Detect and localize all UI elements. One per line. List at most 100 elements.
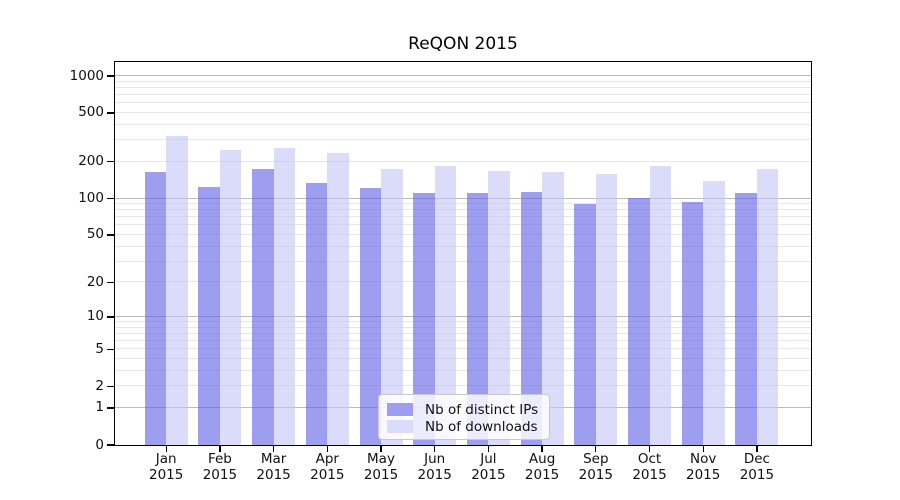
y-tick-mark-1	[107, 407, 114, 409]
gridline-4	[115, 358, 811, 360]
x-tick-mark-jan	[165, 446, 167, 452]
x-tick-mark-apr	[326, 446, 328, 452]
x-tick-mark-may	[380, 446, 382, 452]
x-tick-year: 2015	[256, 466, 291, 483]
x-tick-label-aug: Aug 2015	[507, 451, 577, 483]
bar-downloads-nov	[703, 180, 725, 445]
y-tick-mark-2	[107, 385, 114, 387]
x-tick-label-mar: Mar 2015	[239, 451, 309, 483]
x-tick-year: 2015	[578, 466, 613, 483]
x-tick-month: Nov	[690, 451, 717, 467]
bar-downloads-jun	[434, 166, 457, 445]
gridline-300	[115, 139, 811, 141]
legend-swatch-distinct-ips	[387, 403, 413, 416]
bar-distinct-ips-dec	[735, 193, 757, 445]
y-tick-label-10: 10	[86, 308, 104, 325]
x-tick-label-jul: Jul 2015	[453, 451, 523, 483]
legend: Nb of distinct IPs Nb of downloads	[378, 394, 550, 440]
y-tick-label-20: 20	[86, 273, 104, 290]
bar-distinct-ips-jan	[144, 171, 167, 445]
bar-downloads-dec	[756, 168, 779, 445]
gridline-60	[115, 224, 811, 226]
x-tick-year: 2015	[417, 466, 452, 483]
gridline-3	[115, 369, 811, 371]
bar-distinct-ips-sep	[574, 203, 596, 445]
bar-downloads-may	[381, 168, 403, 445]
x-tick-year: 2015	[632, 466, 667, 483]
x-tick-month: Jan	[155, 451, 177, 467]
x-tick-mark-jul	[487, 446, 490, 452]
gridline-30	[115, 260, 811, 262]
x-tick-label-sep: Sep 2015	[561, 451, 631, 483]
gridline-40	[115, 245, 811, 247]
y-tick-mark-500	[107, 112, 114, 114]
x-tick-label-jan: Jan 2015	[131, 451, 201, 483]
gridline-7	[115, 332, 811, 334]
bar-distinct-ips-feb	[198, 186, 220, 445]
y-tick-label-50: 50	[86, 226, 104, 243]
x-tick-month: Aug	[528, 451, 556, 467]
x-tick-month: Dec	[743, 451, 770, 467]
legend-row-downloads: Nb of downloads	[387, 418, 539, 435]
y-tick-mark-50	[107, 234, 114, 236]
gridline-800	[115, 86, 811, 88]
gridline-50	[115, 234, 811, 235]
y-tick-label-1000: 1000	[69, 67, 104, 84]
gridline-5	[115, 348, 811, 350]
x-tick-label-dec: Dec 2015	[722, 451, 792, 483]
y-tick-mark-5	[107, 348, 114, 350]
bar-downloads-sep	[595, 173, 618, 445]
y-tick-label-100: 100	[78, 190, 104, 206]
y-tick-label-5: 5	[95, 340, 104, 357]
gridline-900	[115, 80, 811, 82]
y-tick-label-2: 2	[95, 377, 104, 394]
legend-label-downloads: Nb of downloads	[425, 418, 538, 435]
gridline-20	[115, 281, 811, 283]
y-tick-mark-200	[107, 161, 114, 163]
bar-distinct-ips-oct	[628, 197, 650, 445]
x-tick-year: 2015	[363, 466, 399, 483]
gridline-700	[115, 94, 811, 96]
gridline-6	[115, 340, 811, 342]
x-tick-year: 2015	[149, 466, 184, 483]
x-tick-label-apr: Apr 2015	[292, 451, 362, 483]
gridline-9	[115, 321, 811, 323]
x-tick-mark-nov	[702, 446, 704, 452]
y-tick-mark-100	[107, 197, 114, 200]
bar-downloads-jul	[488, 170, 510, 445]
bar-distinct-ips-apr	[305, 182, 328, 445]
legend-row-distinct-ips: Nb of distinct IPs	[387, 402, 539, 418]
gridline-80	[115, 209, 811, 211]
gridline-500	[115, 111, 811, 113]
x-tick-month: Jul	[480, 451, 497, 467]
x-tick-month: Sep	[583, 451, 609, 467]
bar-downloads-mar	[273, 147, 296, 445]
x-tick-month: Feb	[207, 451, 232, 467]
bar-distinct-ips-aug	[520, 192, 543, 445]
gridline-200	[115, 160, 811, 162]
x-tick-year: 2015	[739, 466, 775, 483]
bar-downloads-aug	[542, 172, 564, 445]
gridline-600	[115, 102, 811, 104]
x-tick-mark-mar	[272, 446, 275, 452]
gridline-70	[115, 216, 811, 218]
gridline-2	[115, 385, 811, 387]
bar-distinct-ips-jul	[466, 193, 489, 445]
x-tick-month: Oct	[637, 451, 662, 467]
x-tick-mark-sep	[595, 446, 597, 452]
gridline-1000	[115, 75, 811, 77]
gridline-8	[115, 326, 811, 328]
x-tick-mark-jun	[434, 446, 436, 452]
x-tick-month: Apr	[315, 451, 339, 467]
y-tick-mark-0	[107, 444, 114, 446]
y-tick-mark-10	[107, 316, 114, 318]
x-tick-label-jun: Jun 2015	[400, 451, 470, 483]
x-tick-year: 2015	[310, 466, 345, 483]
y-tick-label-500: 500	[78, 104, 104, 121]
gridline-400	[115, 123, 811, 125]
bar-distinct-ips-mar	[252, 169, 274, 445]
gridline-10	[115, 315, 811, 317]
bar-distinct-ips-may	[359, 187, 381, 445]
x-tick-label-nov: Nov 2015	[668, 451, 738, 483]
